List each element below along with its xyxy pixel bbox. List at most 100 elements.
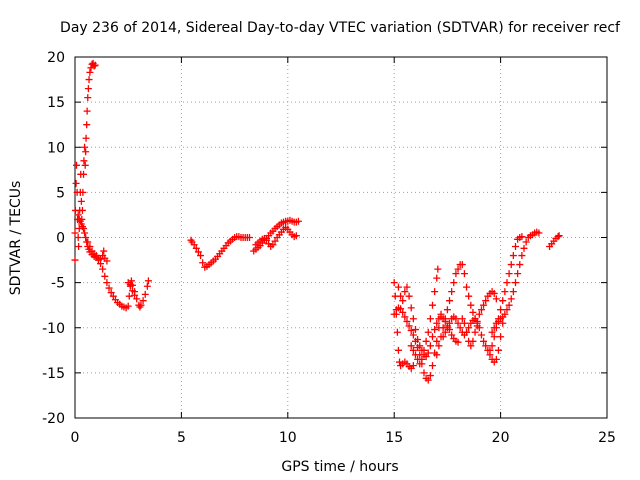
data-point: [100, 247, 108, 255]
data-point: [433, 351, 441, 359]
data-point: [490, 333, 498, 341]
data-point: [197, 252, 205, 260]
data-point: [82, 234, 90, 241]
data-point: [199, 259, 207, 267]
data-point: [494, 346, 502, 354]
data-point: [465, 292, 473, 300]
data-point: [394, 283, 402, 291]
data-point: [426, 342, 434, 350]
data-point: [488, 342, 496, 350]
y-axis-label: SDTVAR / TECUs: [8, 181, 24, 296]
series-night-recovery: [486, 228, 543, 354]
data-point: [83, 121, 91, 129]
data-point: [101, 272, 109, 280]
data-point: [507, 295, 515, 303]
data-point: [520, 244, 528, 252]
series-night-cluster-2: [390, 304, 445, 384]
data-point: [497, 306, 505, 314]
data-point: [139, 297, 147, 305]
data-point: [501, 310, 509, 318]
data-point: [74, 234, 82, 241]
data-point: [84, 85, 92, 93]
tick-label-layer: 0 5 10 15 20 25 -20 -15 -10 -5 0 5 10 15 20: [42, 50, 616, 446]
data-point: [426, 315, 434, 323]
data-point: [505, 301, 513, 309]
data-point: [103, 279, 111, 287]
data-point: [271, 237, 279, 245]
series-late-morning-b: [252, 224, 300, 251]
y-tick-label: 20: [47, 50, 65, 66]
data-point: [99, 265, 107, 273]
data-point: [434, 265, 442, 273]
data-point: [454, 319, 462, 327]
data-point: [429, 301, 437, 309]
data-point: [503, 279, 511, 287]
data-point: [72, 161, 80, 169]
data-point: [394, 346, 402, 354]
data-point: [124, 302, 132, 310]
data-point: [492, 295, 500, 303]
data-point: [507, 261, 515, 269]
data-point: [79, 188, 87, 196]
data-point: [518, 233, 526, 241]
data-point: [126, 282, 134, 290]
data-point: [83, 107, 91, 115]
data-point: [84, 94, 92, 102]
data-point: [441, 315, 449, 323]
data-point: [429, 333, 437, 341]
data-point: [401, 313, 409, 321]
data-point: [263, 236, 271, 244]
data-point: [292, 232, 300, 240]
data-point: [86, 243, 94, 251]
data-point: [82, 134, 90, 142]
data-point: [488, 328, 496, 336]
data-point: [446, 297, 454, 305]
data-point: [133, 295, 141, 303]
data-point: [516, 261, 524, 269]
data-point: [452, 270, 460, 278]
data-point: [397, 292, 405, 300]
series-final-segment: [546, 232, 563, 251]
data-point: [192, 244, 200, 252]
y-tick-label: 0: [56, 231, 65, 247]
data-point: [97, 255, 105, 263]
data-point: [490, 324, 498, 332]
data-point: [424, 349, 432, 357]
data-point: [482, 342, 490, 350]
y-tick-label: 10: [47, 140, 65, 156]
data-point: [465, 324, 473, 332]
data-point: [420, 369, 428, 377]
data-point: [554, 233, 562, 241]
data-point: [467, 342, 475, 350]
data-point: [409, 362, 417, 370]
data-point: [399, 308, 407, 316]
data-point: [405, 292, 413, 300]
data-point: [390, 279, 398, 287]
series-night-cluster-7: [458, 288, 500, 350]
series-mid-segment: [187, 233, 253, 271]
data-point: [477, 331, 485, 339]
grid-layer: [75, 57, 607, 418]
data-point: [448, 331, 456, 339]
data-point: [194, 248, 202, 256]
data-point: [399, 297, 407, 305]
data-point: [409, 346, 417, 354]
data-point: [497, 333, 505, 341]
data-point: [433, 337, 441, 345]
data-point: [81, 143, 89, 151]
data-point: [409, 331, 417, 339]
x-axis-label: GPS time / hours: [281, 459, 398, 475]
data-point: [125, 292, 133, 300]
data-point: [503, 306, 511, 314]
data-point: [81, 229, 89, 237]
data-point: [143, 282, 151, 290]
data-point: [492, 355, 500, 363]
data-point: [418, 355, 426, 363]
y-tick-label: -15: [42, 366, 65, 382]
x-tick-label: 0: [71, 430, 80, 446]
data-point: [407, 326, 415, 334]
x-tick-label: 20: [492, 430, 510, 446]
data-point: [471, 328, 479, 336]
data-point: [456, 324, 464, 332]
